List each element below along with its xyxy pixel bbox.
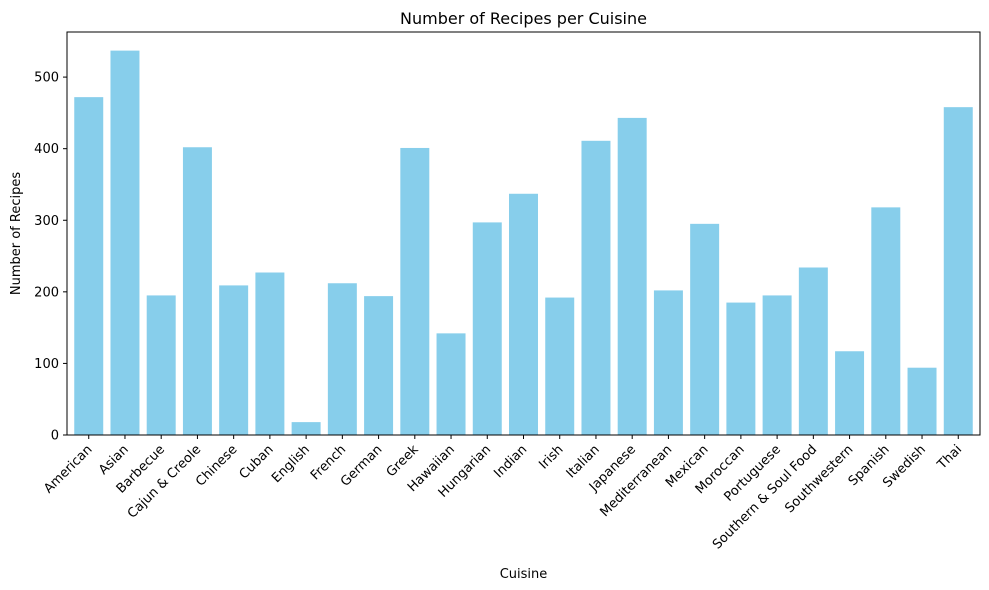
bar-cajun-creole xyxy=(182,147,212,435)
bar-barbecue xyxy=(146,295,176,435)
bar-mediterranean xyxy=(653,290,683,435)
bar-portuguese xyxy=(762,295,792,435)
y-tick-label: 500 xyxy=(34,71,59,86)
x-tick-label: Indian xyxy=(491,442,530,481)
bar-greek xyxy=(400,147,430,435)
y-axis-label: Number of Recipes xyxy=(9,172,24,295)
x-tick-label: English xyxy=(269,442,313,486)
y-tick-label: 400 xyxy=(34,142,59,157)
bar-irish xyxy=(545,297,575,435)
plot-frame xyxy=(66,31,981,436)
bar-italian xyxy=(581,140,611,436)
bar-thai xyxy=(943,107,973,435)
y-axis: 0 100 200 300 400 500 xyxy=(34,71,67,444)
bar-mexican xyxy=(690,223,720,435)
y-tick-label: 200 xyxy=(34,285,59,300)
y-tick-label: 100 xyxy=(34,357,59,372)
bar-southwestern xyxy=(835,351,865,435)
chart-title: Number of Recipes per Cuisine xyxy=(400,9,647,28)
bars-group xyxy=(74,50,973,436)
bar-japanese xyxy=(617,117,647,436)
x-tick-label: Irish xyxy=(536,442,566,472)
y-tick-label: 300 xyxy=(34,214,59,229)
x-tick-label: Thai xyxy=(934,442,965,473)
x-tick-label: American xyxy=(41,442,95,496)
x-axis-label: Cuisine xyxy=(500,567,548,582)
bar-hawaiian xyxy=(436,333,466,435)
bar-moroccan xyxy=(726,302,756,435)
bar-indian xyxy=(509,193,538,435)
bar-swedish xyxy=(907,367,937,435)
bar-french xyxy=(327,283,357,435)
bar-english xyxy=(291,422,321,435)
bar-chinese xyxy=(219,285,249,435)
bar-german xyxy=(364,296,394,435)
bar-asian xyxy=(110,50,140,436)
bar-hungarian xyxy=(472,222,502,435)
y-tick-label: 0 xyxy=(51,429,59,444)
bar-southern-soul-food xyxy=(798,267,828,435)
bar-american xyxy=(74,97,104,435)
bar-spanish xyxy=(871,207,901,435)
bar-cuban xyxy=(255,272,285,435)
